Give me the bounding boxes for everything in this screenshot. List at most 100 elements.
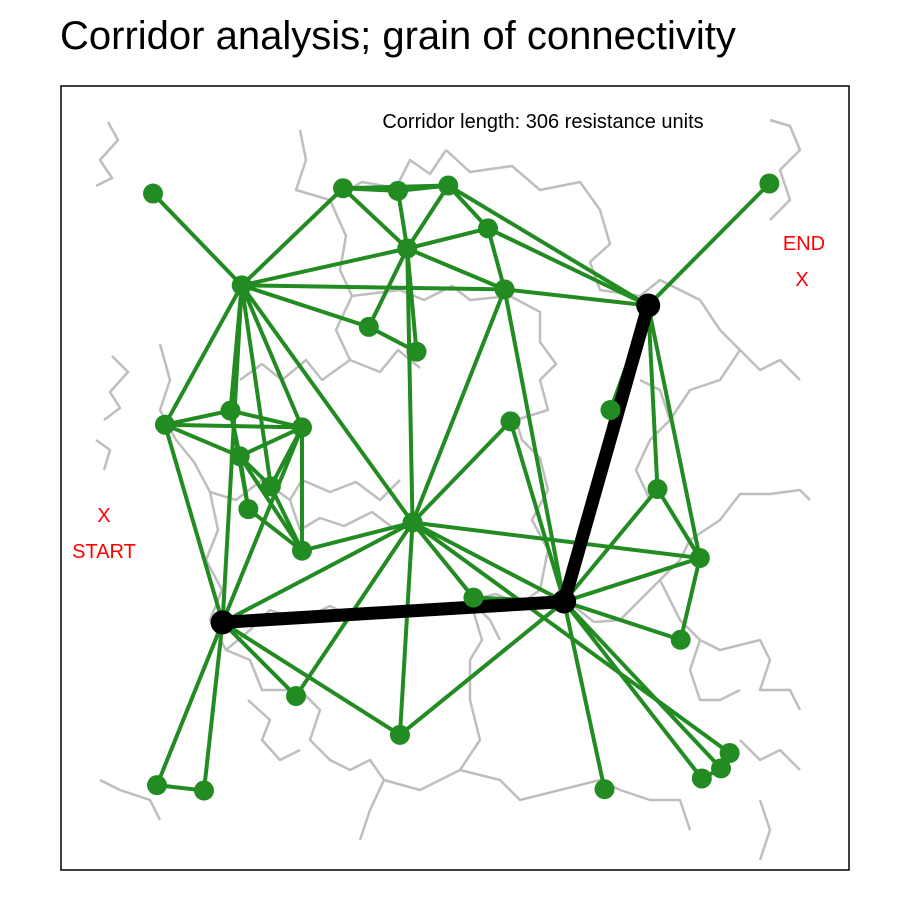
network-edge-7-10 — [646, 181, 772, 308]
plot-frame — [60, 85, 850, 871]
network-nodes — [143, 173, 780, 801]
network-edge-17-22 — [410, 419, 513, 525]
network-edge-22-30 — [397, 520, 415, 737]
network-edge-26-34 — [562, 599, 607, 792]
network-edge-8-19 — [239, 283, 273, 489]
network-edge-10-20 — [646, 303, 660, 492]
network-node-19 — [260, 476, 281, 497]
network-edge-8-9 — [239, 283, 507, 292]
network-node-18 — [229, 446, 250, 467]
network-edge-31-22 — [410, 520, 732, 756]
network-edge-27-30 — [220, 620, 402, 737]
network-node-34 — [594, 779, 615, 800]
start-marker: X — [97, 505, 110, 527]
network-edge-27-32 — [155, 620, 225, 788]
network-edge-5-10 — [486, 226, 651, 308]
network-edge-15-14 — [162, 408, 233, 427]
network-edge-17-26 — [508, 419, 567, 604]
network-edge-26-20 — [562, 487, 660, 604]
network-node-28 — [670, 629, 691, 650]
network-edge-15-27 — [162, 422, 225, 625]
network-node-9 — [494, 279, 515, 300]
network-node-35 — [691, 768, 712, 789]
network-node-2 — [333, 178, 354, 199]
network-edge-26-36 — [562, 599, 724, 771]
network-node-7 — [759, 173, 780, 194]
network-edge-2-8 — [239, 186, 346, 288]
network-node-24 — [689, 548, 710, 569]
network-node-20 — [647, 479, 668, 500]
network-node-29 — [286, 686, 307, 707]
end-label: END — [783, 233, 825, 255]
network-edge-4-6 — [405, 183, 451, 251]
network-edge-5-6 — [405, 226, 491, 251]
network-edge-27-29 — [220, 620, 299, 699]
network-edge-22-26 — [410, 520, 567, 604]
network-node-3 — [387, 180, 408, 201]
network-edge-4-10 — [446, 183, 651, 308]
network-node-14 — [220, 400, 241, 421]
network-edge-19-23 — [268, 484, 304, 553]
network-edge-10-24 — [646, 303, 702, 561]
network-node-36 — [711, 758, 732, 779]
network-node-6 — [397, 238, 418, 259]
network-node-1 — [143, 183, 164, 204]
network-node-31 — [719, 743, 740, 764]
network-edge-8-22 — [239, 283, 415, 525]
network-node-21 — [238, 499, 259, 520]
network-edge-6-9 — [405, 246, 507, 292]
corridor-path — [216, 298, 655, 629]
network-edge-24-28 — [678, 556, 702, 642]
network-edge-15-18 — [162, 422, 242, 459]
network-edge-5-9 — [486, 226, 507, 292]
network-edge-22-23 — [299, 520, 415, 553]
network-edge-9-26 — [502, 287, 567, 604]
network-edge-26-28 — [562, 599, 683, 642]
network-node-25 — [463, 587, 484, 608]
network-edge-8-11 — [239, 283, 371, 329]
network-node-4 — [438, 175, 459, 196]
network-edge-26-35 — [562, 599, 704, 781]
network-edge-8-15 — [162, 283, 244, 427]
network-edge-24-20 — [655, 487, 702, 561]
network-node-8 — [231, 275, 252, 296]
network-edge-22-27 — [220, 520, 415, 625]
network-node-22 — [402, 512, 423, 533]
network-edge-8-16 — [239, 283, 304, 430]
network-edge-6-8 — [239, 246, 410, 288]
network-node-13 — [600, 399, 621, 420]
network-edges — [151, 181, 772, 793]
network-edge-26-24 — [562, 556, 702, 604]
corridor-node-10 — [636, 293, 661, 318]
corridor-node-27 — [210, 610, 235, 635]
corridor-node-26 — [552, 589, 577, 614]
network-node-16 — [291, 417, 312, 438]
network-node-15 — [154, 414, 175, 435]
network-edge-9-10 — [502, 287, 651, 308]
network-edge-9-22 — [410, 287, 507, 525]
network-edge-14-16 — [228, 408, 304, 430]
network-node-17 — [500, 411, 521, 432]
network-edge-22-25 — [410, 520, 476, 600]
network-edge-22-24 — [410, 520, 702, 561]
network-node-33 — [194, 780, 215, 801]
network-node-32 — [147, 775, 168, 796]
network-edge-21-23 — [246, 507, 304, 553]
end-marker: X — [795, 269, 808, 291]
network-node-23 — [291, 540, 312, 561]
network-edge-1-8 — [151, 191, 244, 288]
chart-title: Corridor analysis; grain of connectivity — [60, 14, 736, 58]
network-node-11 — [358, 316, 379, 337]
network-edge-27-33 — [202, 620, 225, 793]
corridor-length-annotation: Corridor length: 306 resistance units — [382, 111, 703, 133]
corridor-segment-1 — [216, 595, 571, 629]
network-node-12 — [406, 341, 427, 362]
corridor-segment-2 — [557, 298, 655, 609]
network-edge-26-30 — [397, 599, 567, 737]
start-label: START — [72, 541, 136, 563]
network-node-5 — [478, 218, 499, 239]
network-edge-18-16 — [237, 425, 304, 459]
network-edge-6-22 — [405, 246, 415, 525]
network-edge-16-27 — [220, 425, 304, 625]
